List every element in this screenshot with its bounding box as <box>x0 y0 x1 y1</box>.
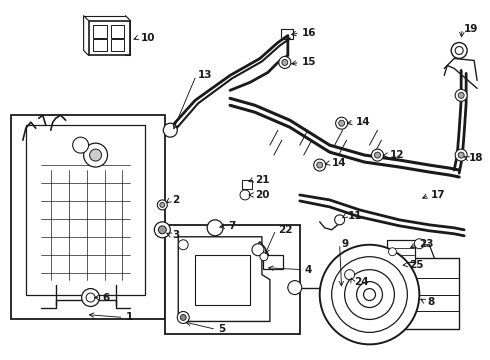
Circle shape <box>415 239 424 249</box>
Circle shape <box>455 89 467 101</box>
Circle shape <box>455 149 467 161</box>
Bar <box>93 39 106 50</box>
Text: 2: 2 <box>172 195 179 205</box>
Text: 17: 17 <box>431 190 446 200</box>
Circle shape <box>319 245 419 345</box>
Circle shape <box>157 200 167 210</box>
Bar <box>11 115 165 319</box>
Circle shape <box>288 280 302 294</box>
Circle shape <box>86 293 95 302</box>
Circle shape <box>317 162 323 168</box>
Text: 14: 14 <box>332 158 346 168</box>
Text: 23: 23 <box>419 239 434 249</box>
Text: 8: 8 <box>427 297 435 306</box>
Text: 15: 15 <box>302 58 316 67</box>
Text: 14: 14 <box>356 117 370 127</box>
Circle shape <box>314 159 326 171</box>
Circle shape <box>389 248 396 256</box>
Circle shape <box>344 270 355 280</box>
Text: 13: 13 <box>198 71 213 80</box>
Text: 24: 24 <box>355 276 369 287</box>
Bar <box>388 240 416 262</box>
Text: 10: 10 <box>141 32 155 42</box>
Text: 4: 4 <box>305 265 312 275</box>
Text: 21: 21 <box>255 175 270 185</box>
Circle shape <box>364 289 375 301</box>
Circle shape <box>282 59 288 66</box>
Circle shape <box>374 152 380 158</box>
Circle shape <box>160 202 165 207</box>
Circle shape <box>260 253 268 261</box>
Text: 20: 20 <box>255 190 270 200</box>
Text: 22: 22 <box>278 225 293 235</box>
Circle shape <box>335 215 344 225</box>
Circle shape <box>84 143 107 167</box>
Bar <box>89 21 130 55</box>
Circle shape <box>458 92 464 98</box>
Circle shape <box>279 57 291 68</box>
Circle shape <box>73 137 89 153</box>
Text: 19: 19 <box>464 24 479 33</box>
Bar <box>195 255 250 305</box>
Circle shape <box>180 315 186 320</box>
Bar <box>263 255 283 269</box>
Text: 18: 18 <box>469 153 484 163</box>
Text: 11: 11 <box>347 211 362 221</box>
Circle shape <box>252 244 264 256</box>
Bar <box>93 24 106 37</box>
Circle shape <box>371 149 384 161</box>
Bar <box>394 262 406 272</box>
Bar <box>281 28 293 39</box>
Text: 7: 7 <box>228 221 235 231</box>
Text: 1: 1 <box>125 312 133 323</box>
Circle shape <box>455 46 463 54</box>
Bar <box>111 39 124 50</box>
Circle shape <box>344 270 394 319</box>
Circle shape <box>158 226 166 234</box>
Circle shape <box>207 220 223 236</box>
Circle shape <box>178 240 188 250</box>
Text: 12: 12 <box>390 150 404 160</box>
Circle shape <box>90 149 101 161</box>
Circle shape <box>451 42 467 58</box>
Bar <box>111 24 124 37</box>
Circle shape <box>357 282 383 307</box>
Circle shape <box>154 222 171 238</box>
Text: 16: 16 <box>302 28 316 37</box>
Circle shape <box>82 289 99 306</box>
Circle shape <box>336 117 347 129</box>
Text: 9: 9 <box>342 239 349 249</box>
Text: 5: 5 <box>218 324 225 334</box>
Text: 25: 25 <box>409 260 424 270</box>
Circle shape <box>163 123 177 137</box>
Circle shape <box>339 120 344 126</box>
Bar <box>165 225 300 334</box>
Circle shape <box>177 311 189 323</box>
Circle shape <box>240 190 250 200</box>
Text: 6: 6 <box>102 293 110 302</box>
Text: 3: 3 <box>172 230 179 240</box>
Bar <box>394 258 459 329</box>
Circle shape <box>332 257 407 332</box>
Bar <box>242 180 252 189</box>
Circle shape <box>458 152 464 158</box>
